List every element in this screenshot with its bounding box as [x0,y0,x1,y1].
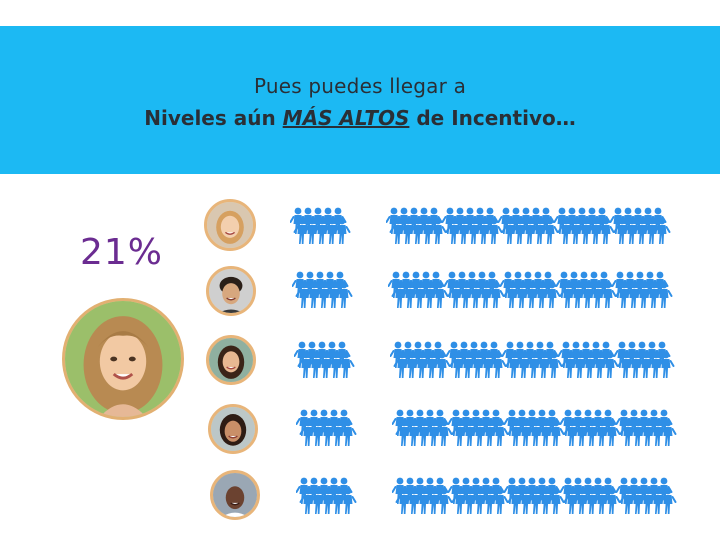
banner-title-prefix: Niveles aún [144,106,283,130]
people-group-icon [502,340,564,380]
woman-portrait-icon [62,298,184,420]
people-group-icon [616,476,678,516]
banner-title-line2: Niveles aún MÁS ALTOS de Incentivo… [0,106,720,130]
people-group-icon [504,476,566,516]
people-group-icon [444,270,506,310]
people-group-icon [446,340,508,380]
people-group-icon [614,340,676,380]
people-group-icon [560,408,622,448]
people-group-icon [290,206,352,246]
people-group-icon [554,206,616,246]
people-group-icon [616,408,678,448]
people-group-icon [442,206,504,246]
people-group-icon [612,270,674,310]
people-group-icon [448,408,510,448]
people-group-icon [392,476,454,516]
people-group-icon [386,206,448,246]
title-banner: Pues puedes llegar a Niveles aún MÁS ALT… [0,26,720,174]
person-portrait-icon [204,199,256,251]
people-group-icon [500,270,562,310]
percentage-stat: 21% [80,232,164,273]
people-group-icon [388,270,450,310]
people-group-icon [610,206,672,246]
people-group-icon [558,340,620,380]
person-portrait-icon [206,335,256,385]
person-portrait-icon [208,404,258,454]
people-group-icon [294,340,356,380]
people-group-icon [560,476,622,516]
people-group-icon [390,340,452,380]
banner-title-emphasis: MÁS ALTOS [282,106,410,130]
people-group-icon [448,476,510,516]
people-group-icon [504,408,566,448]
people-group-icon [556,270,618,310]
person-portrait-icon [206,266,256,316]
person-portrait-icon [210,470,260,520]
people-group-icon [292,270,354,310]
people-group-icon [498,206,560,246]
people-group-icon [392,408,454,448]
people-group-icon [296,408,358,448]
banner-title-line1: Pues puedes llegar a [253,74,467,98]
banner-title-suffix: de Incentivo… [409,106,576,130]
people-group-icon [296,476,358,516]
